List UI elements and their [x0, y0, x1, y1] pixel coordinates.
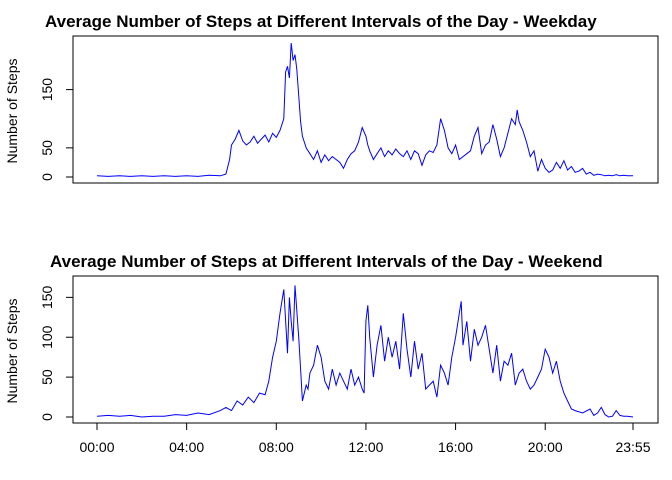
weekend-x-tick-label: 08:00 — [259, 439, 294, 455]
weekend-y-axis: 0 50 100 150 — [39, 285, 74, 421]
weekday-plot-box — [72, 35, 659, 184]
weekday-y-axis: 0 50 150 — [39, 78, 74, 181]
weekday-series-line — [96, 42, 633, 177]
weekend-y-tick-label: 150 — [39, 285, 55, 309]
weekend-series-line — [96, 285, 634, 418]
weekend-y-tick-label: 0 — [39, 413, 55, 421]
weekend-x-tick-label: 12:00 — [348, 439, 383, 455]
weekend-x-tick-label: 16:00 — [438, 439, 473, 455]
weekend-x-tick-label: 00:00 — [79, 439, 114, 455]
weekend-x-axis: 00:00 04:00 08:00 12:00 16:00 20:00 23:55 — [79, 422, 651, 455]
weekend-x-tick-label: 23:55 — [615, 439, 650, 455]
weekday-y-tick-label: 150 — [39, 78, 55, 102]
weekend-chart-title: Average Number of Steps at Different Int… — [50, 252, 603, 271]
weekday-y-tick-label: 50 — [39, 140, 55, 156]
weekend-x-tick-label: 04:00 — [169, 439, 204, 455]
weekend-x-tick-label: 20:00 — [528, 439, 563, 455]
weekday-panel: Average Number of Steps at Different Int… — [4, 12, 659, 184]
weekday-y-tick-label: 0 — [39, 173, 55, 181]
weekend-y-tick-label: 50 — [39, 369, 55, 385]
weekday-chart-title: Average Number of Steps at Different Int… — [45, 12, 597, 31]
weekend-y-tick-label: 100 — [39, 325, 55, 349]
weekday-y-axis-label: Number of Steps — [4, 58, 20, 163]
weekend-panel: Average Number of Steps at Different Int… — [4, 252, 659, 455]
weekend-y-axis-label: Number of Steps — [4, 298, 20, 403]
